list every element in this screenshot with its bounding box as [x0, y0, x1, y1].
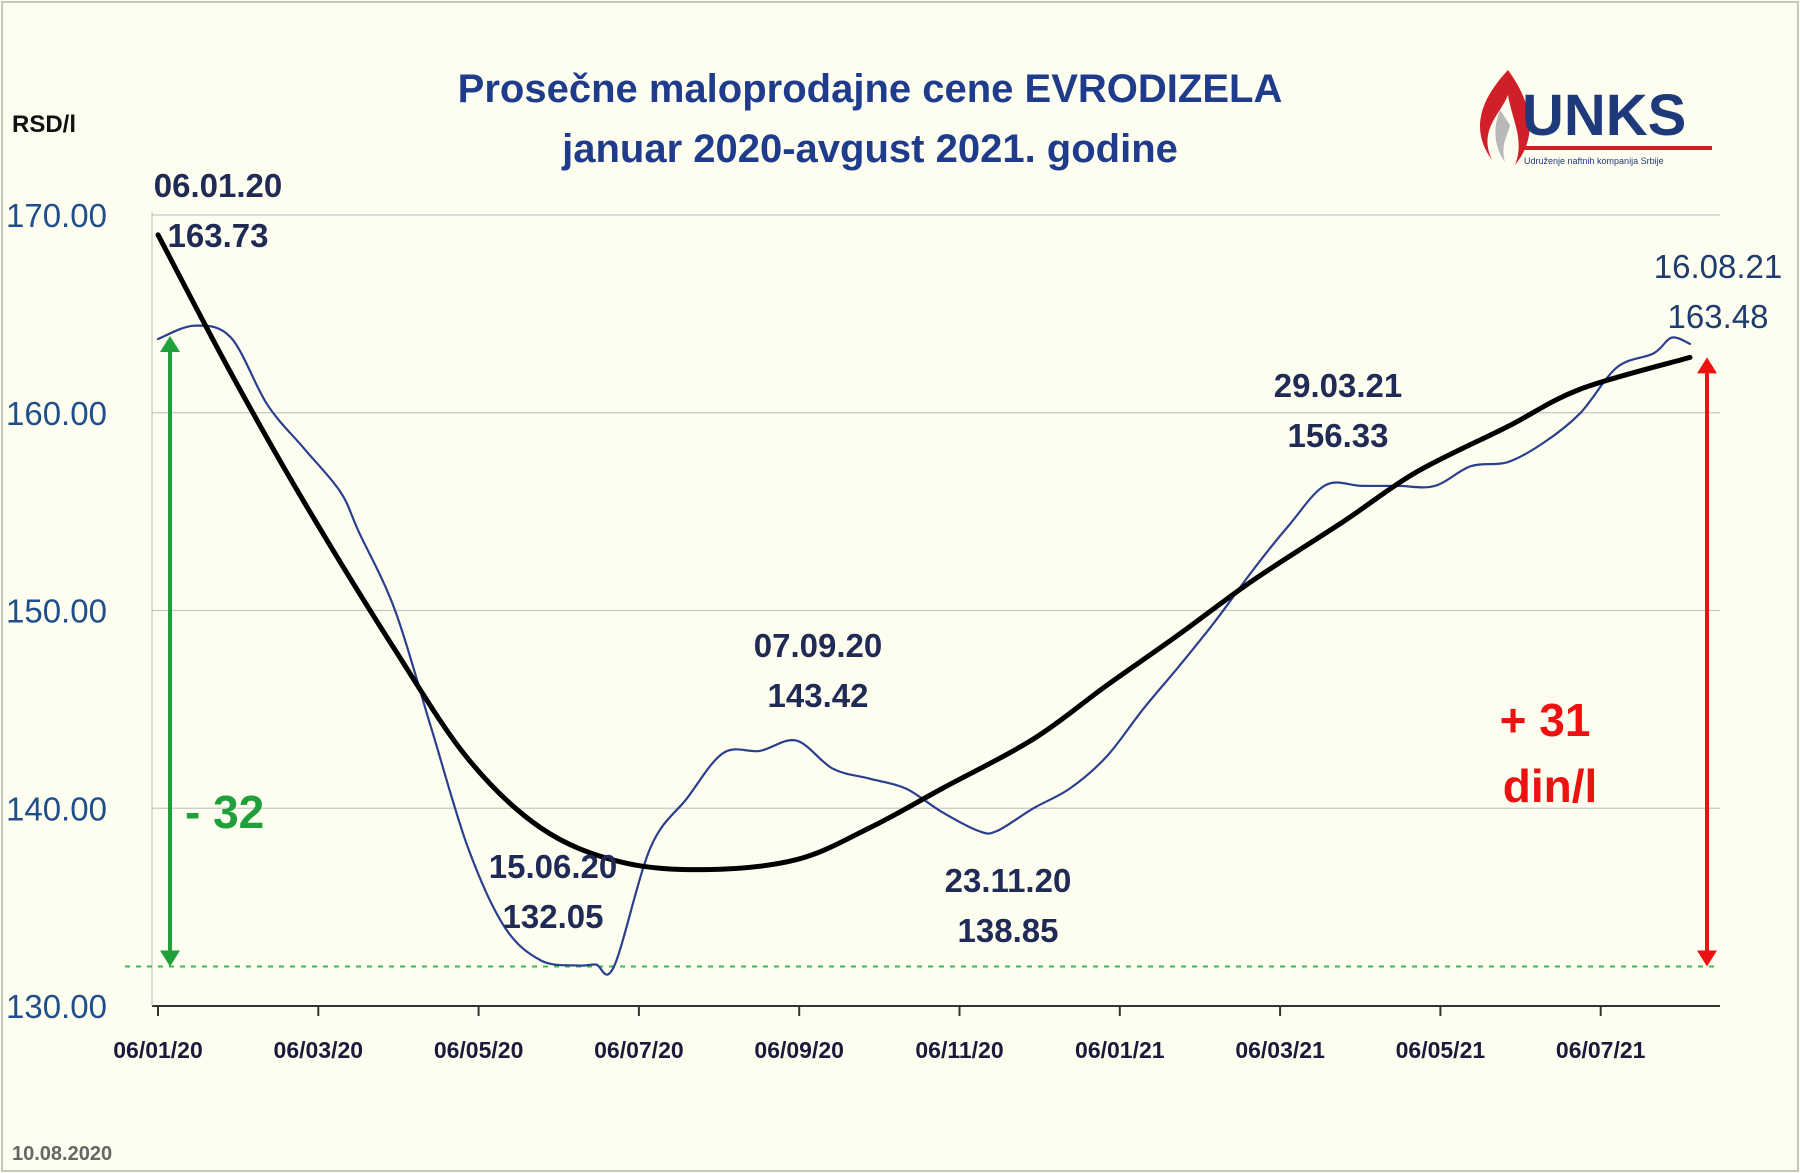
annotations: 06.01.20 163.73 15.06.20 132.05 07.09.20… — [154, 167, 1782, 949]
logo-underline — [1524, 146, 1712, 150]
y-tick-label: 130.00 — [6, 988, 107, 1025]
y-tick-label: 170.00 — [6, 197, 107, 234]
decrease-arrow-head-down — [160, 950, 180, 967]
annotation-value: 138.85 — [958, 912, 1059, 949]
x-tick-label: 06/01/20 — [113, 1037, 203, 1063]
chart-title-line-1: Prosečne maloprodajne cene EVRODIZELA — [458, 67, 1283, 111]
price-series-line — [156, 324, 1692, 976]
gridlines — [152, 214, 1720, 809]
difference-label-increase-amount: + 31 — [1500, 694, 1591, 746]
annotation-date: 16.08.21 — [1654, 248, 1782, 285]
logo-subtitle: Udruženje naftnih kompanija Srbije — [1524, 156, 1664, 166]
logo-name: UNKS — [1522, 83, 1686, 148]
annotation-date: 15.06.20 — [489, 848, 617, 885]
logo: UNKS Udruženje naftnih kompanija Srbije — [1480, 70, 1712, 166]
annotation-value: 163.48 — [1668, 298, 1769, 335]
difference-label-increase-unit: din/l — [1503, 760, 1598, 812]
annotation-date: 29.03.21 — [1274, 367, 1402, 404]
footer-date: 10.08.2020 — [12, 1143, 112, 1165]
trend-line — [155, 232, 1693, 873]
annotation-value: 143.42 — [768, 677, 869, 714]
x-tick-label: 06/07/20 — [594, 1037, 684, 1063]
increase-arrow-head-up — [1697, 357, 1717, 374]
y-tick-labels: 130.00 140.00 150.00 160.00 170.00 — [6, 197, 107, 1025]
chart-title-line-2: januar 2020-avgust 2021. godine — [561, 127, 1178, 171]
annotation-date: 07.09.20 — [754, 627, 882, 664]
difference-label-decrease: - 32 — [185, 786, 264, 838]
annotation-value: 163.73 — [168, 217, 269, 254]
annotation-date: 23.11.20 — [945, 862, 1072, 899]
x-tick-labels: 06/01/20 06/03/20 06/05/20 06/07/20 06/09/20… — [113, 1006, 1646, 1063]
flame-icon — [1480, 70, 1530, 165]
x-tick-label: 06/05/20 — [434, 1037, 524, 1063]
increase-arrow-head-down — [1697, 950, 1717, 967]
y-tick-label: 150.00 — [6, 593, 107, 630]
annotation-date: 06.01.20 — [154, 167, 282, 204]
y-axis-label: RSD/l — [12, 111, 76, 138]
y-tick-label: 160.00 — [6, 395, 107, 432]
x-tick-label: 06/07/21 — [1556, 1037, 1646, 1063]
increase-arrow — [1697, 357, 1717, 967]
y-tick-label: 140.00 — [6, 790, 107, 827]
annotation-value: 132.05 — [503, 898, 604, 935]
x-tick-label: 06/03/21 — [1235, 1037, 1325, 1063]
x-tick-label: 06/11/20 — [915, 1037, 1003, 1063]
annotation-value: 156.33 — [1288, 417, 1389, 454]
x-tick-label: 06/05/21 — [1396, 1037, 1486, 1063]
difference-arrows — [160, 335, 1717, 967]
x-tick-label: 06/09/20 — [754, 1037, 844, 1063]
series-group — [155, 232, 1693, 976]
x-tick-label: 06/03/20 — [274, 1037, 364, 1063]
decrease-arrow — [160, 335, 180, 967]
x-tick-label: 06/01/21 — [1075, 1037, 1165, 1063]
decrease-arrow-head-up — [160, 335, 180, 352]
